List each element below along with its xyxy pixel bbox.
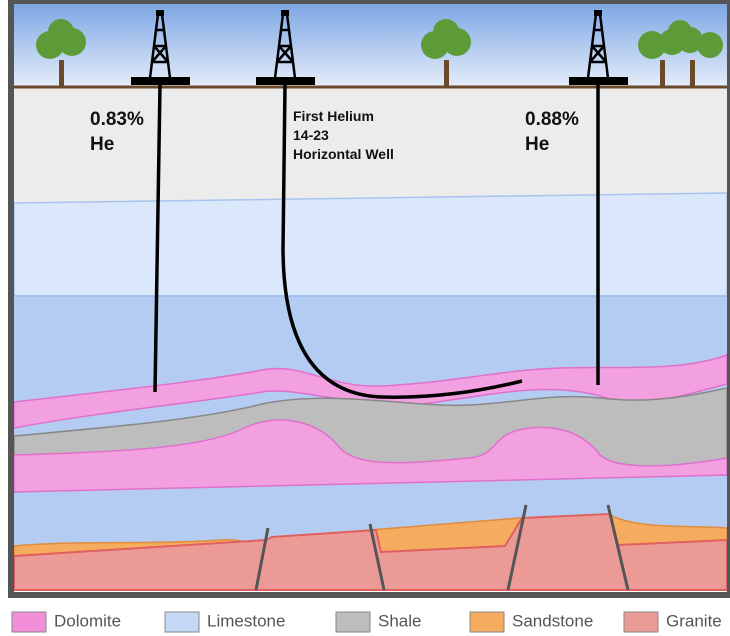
legend-label: Dolomite xyxy=(54,611,121,630)
well-label: First Helium 14-23 Horizontal Well xyxy=(293,108,394,162)
legend-swatch xyxy=(469,611,505,633)
legend-swatch xyxy=(11,611,47,633)
well-label: 0.83% He xyxy=(90,109,144,155)
legend-label: Granite xyxy=(666,611,722,630)
legend-swatch xyxy=(623,611,659,633)
legend-swatch xyxy=(164,611,200,633)
cross-section xyxy=(8,0,730,598)
legend-label: Sandstone xyxy=(512,611,593,630)
legend-label: Shale xyxy=(378,611,421,630)
well-label: 0.88% He xyxy=(525,109,579,155)
legend-swatch xyxy=(335,611,371,633)
legend-label: Limestone xyxy=(207,611,285,630)
